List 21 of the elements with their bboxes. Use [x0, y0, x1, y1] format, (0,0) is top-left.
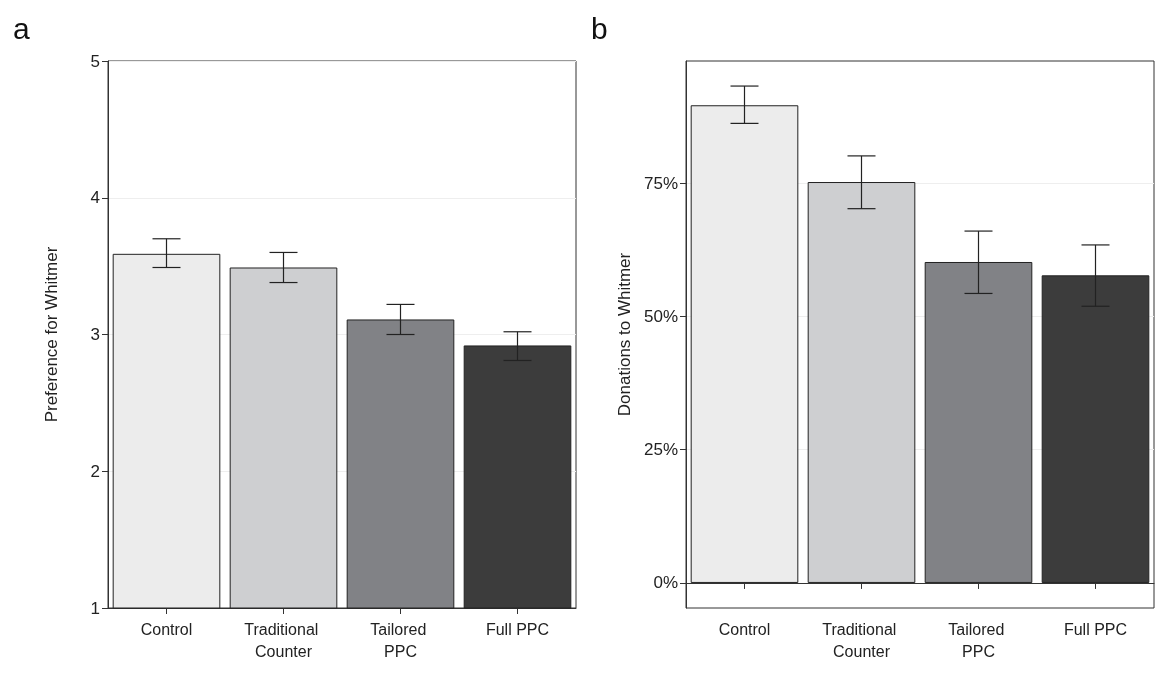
y-tick-label: 50%	[643, 306, 678, 326]
y-tick-label: 75%	[643, 173, 678, 193]
y-tick-label: 2	[90, 461, 100, 481]
x-tick-label: Control	[718, 620, 771, 638]
y-tick-label: 25%	[643, 440, 678, 460]
y-tick-label: 1	[90, 598, 100, 618]
x-tick-label: Control	[140, 620, 193, 638]
y-tick-label: 4	[90, 188, 100, 208]
chart-title: b	[591, 11, 608, 45]
y-axis-title: Preference for Whitmer	[42, 246, 61, 423]
x-tick-label: Full PPC	[1063, 620, 1128, 638]
x-tick-label: Full PPC	[485, 620, 550, 638]
y-tick-label: 3	[90, 325, 100, 344]
x-tick-label: Traditional Counter	[822, 620, 901, 660]
x-tick-label: Traditional Counter	[244, 620, 323, 660]
x-tick-label: Tailored PPC	[370, 620, 431, 660]
y-tick-label: 0%	[653, 573, 678, 593]
chart-title: a	[13, 11, 30, 45]
x-tick-label: Tailored PPC	[948, 620, 1009, 660]
y-axis-title: Donations to Whitmer	[615, 252, 635, 417]
y-tick-label: 5	[90, 51, 100, 71]
